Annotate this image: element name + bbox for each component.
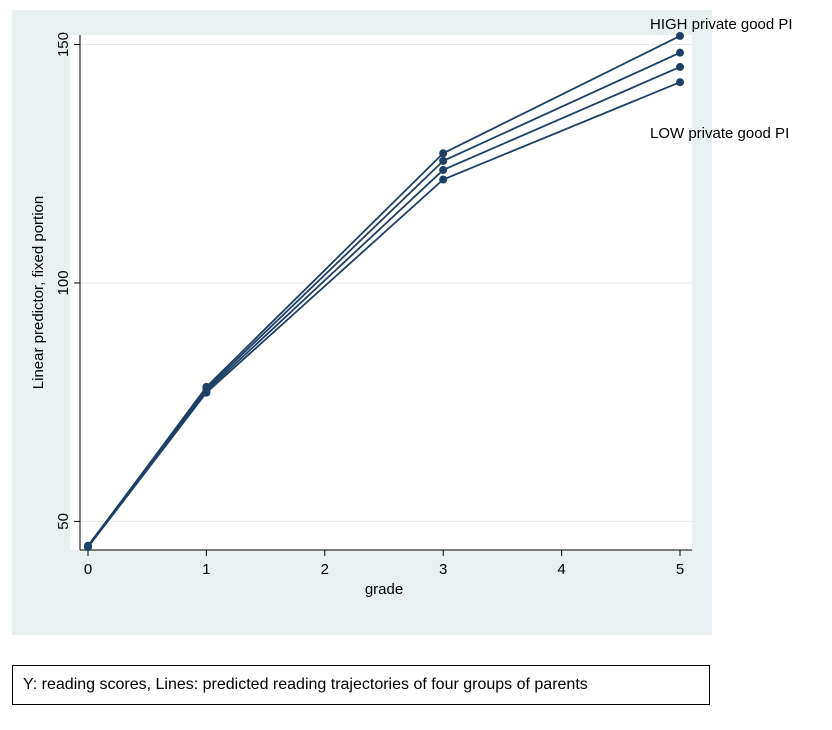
data-point-s4-x3 xyxy=(439,175,448,184)
caption-box: Y: reading scores, Lines: predicted read… xyxy=(12,665,710,705)
plot-area xyxy=(70,35,692,550)
data-point-s2-x5 xyxy=(676,48,684,57)
x-tick-label-5: 5 xyxy=(676,561,684,578)
data-point-s1-x3 xyxy=(439,149,448,158)
x-axis-title: grade xyxy=(365,581,403,598)
data-point-s4-x1 xyxy=(202,388,211,397)
annotation-high: HIGH private good PI xyxy=(650,16,793,33)
x-tick-label-4: 4 xyxy=(557,561,565,578)
y-tick-label-50: 50 xyxy=(55,513,72,530)
y-axis-title: Linear predictor, fixed portion xyxy=(30,196,47,389)
data-point-s3-x3 xyxy=(439,165,448,174)
y-tick-label-150: 150 xyxy=(55,32,72,57)
data-point-s3-x5 xyxy=(676,62,684,71)
y-tick-label-100: 100 xyxy=(55,270,72,295)
series-lines xyxy=(84,31,684,552)
x-tick-label-3: 3 xyxy=(439,561,447,578)
annotation-low: LOW private good PI xyxy=(650,125,789,142)
x-tick-label-0: 0 xyxy=(84,561,92,578)
data-point-s1-x5 xyxy=(676,31,684,40)
data-point-s2-x3 xyxy=(439,156,448,165)
data-point-s4-x0 xyxy=(84,543,92,552)
x-tick-label-1: 1 xyxy=(202,561,210,578)
caption-text: Y: reading scores, Lines: predicted read… xyxy=(23,676,588,693)
gridlines xyxy=(80,44,692,522)
x-tick-label-2: 2 xyxy=(321,561,329,578)
axes: 50 100 150 0 1 2 3 4 5 xyxy=(55,32,692,578)
data-point-s4-x5 xyxy=(676,78,684,87)
series-line-4 xyxy=(87,81,681,548)
